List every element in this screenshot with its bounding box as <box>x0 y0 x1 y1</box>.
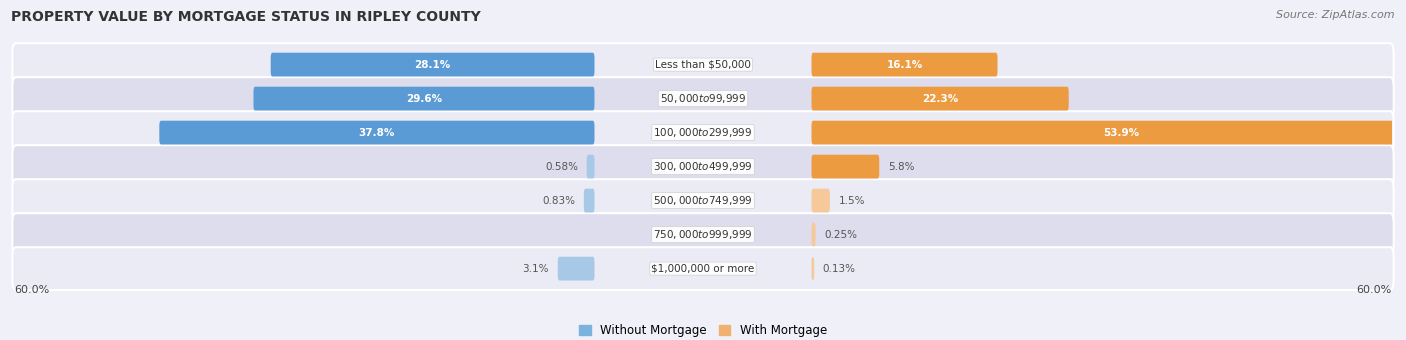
Text: Less than $50,000: Less than $50,000 <box>655 59 751 70</box>
Text: 22.3%: 22.3% <box>922 94 959 104</box>
Text: 0.13%: 0.13% <box>823 264 856 274</box>
Text: 29.6%: 29.6% <box>406 94 441 104</box>
FancyBboxPatch shape <box>558 257 595 280</box>
FancyBboxPatch shape <box>586 155 595 179</box>
FancyBboxPatch shape <box>13 213 1393 256</box>
Text: 53.9%: 53.9% <box>1104 128 1140 138</box>
FancyBboxPatch shape <box>253 87 595 110</box>
Text: 28.1%: 28.1% <box>415 59 451 70</box>
Text: Source: ZipAtlas.com: Source: ZipAtlas.com <box>1277 10 1395 20</box>
Text: $100,000 to $299,999: $100,000 to $299,999 <box>654 126 752 139</box>
Text: 1.5%: 1.5% <box>838 195 865 206</box>
Text: 60.0%: 60.0% <box>14 285 49 295</box>
Text: 0.83%: 0.83% <box>543 195 575 206</box>
FancyBboxPatch shape <box>811 53 997 76</box>
Text: 0.58%: 0.58% <box>546 162 578 172</box>
Text: $50,000 to $99,999: $50,000 to $99,999 <box>659 92 747 105</box>
Text: 0.25%: 0.25% <box>824 230 858 240</box>
Text: 37.8%: 37.8% <box>359 128 395 138</box>
FancyBboxPatch shape <box>13 77 1393 120</box>
FancyBboxPatch shape <box>13 145 1393 188</box>
FancyBboxPatch shape <box>811 223 815 246</box>
FancyBboxPatch shape <box>811 189 830 212</box>
Text: $300,000 to $499,999: $300,000 to $499,999 <box>654 160 752 173</box>
FancyBboxPatch shape <box>13 111 1393 154</box>
FancyBboxPatch shape <box>271 53 595 76</box>
FancyBboxPatch shape <box>583 189 595 212</box>
Text: $1,000,000 or more: $1,000,000 or more <box>651 264 755 274</box>
Text: $500,000 to $749,999: $500,000 to $749,999 <box>654 194 752 207</box>
Text: 16.1%: 16.1% <box>886 59 922 70</box>
Text: $750,000 to $999,999: $750,000 to $999,999 <box>654 228 752 241</box>
FancyBboxPatch shape <box>811 87 1069 110</box>
FancyBboxPatch shape <box>159 121 595 144</box>
FancyBboxPatch shape <box>13 179 1393 222</box>
FancyBboxPatch shape <box>811 121 1406 144</box>
FancyBboxPatch shape <box>811 257 814 280</box>
FancyBboxPatch shape <box>811 155 879 179</box>
Text: 3.1%: 3.1% <box>523 264 550 274</box>
Text: PROPERTY VALUE BY MORTGAGE STATUS IN RIPLEY COUNTY: PROPERTY VALUE BY MORTGAGE STATUS IN RIP… <box>11 10 481 24</box>
Text: 60.0%: 60.0% <box>1357 285 1392 295</box>
FancyBboxPatch shape <box>13 43 1393 86</box>
FancyBboxPatch shape <box>13 247 1393 290</box>
Text: 5.8%: 5.8% <box>887 162 914 172</box>
Legend: Without Mortgage, With Mortgage: Without Mortgage, With Mortgage <box>574 319 832 340</box>
